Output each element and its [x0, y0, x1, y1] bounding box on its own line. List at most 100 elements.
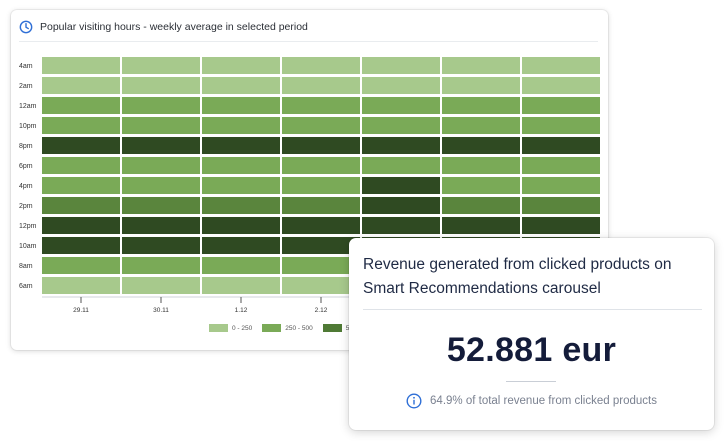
column-label: 2.12 — [315, 307, 328, 314]
column-label: 1.12 — [235, 307, 248, 314]
heatmap-cell[interactable] — [282, 237, 360, 254]
heatmap-cell[interactable] — [522, 197, 600, 214]
heatmap-cell[interactable] — [42, 257, 120, 274]
heatmap-cell[interactable] — [42, 117, 120, 134]
heatmap-cell[interactable] — [362, 117, 440, 134]
heatmap-cell[interactable] — [202, 277, 280, 294]
heatmap-cell[interactable] — [42, 177, 120, 194]
heatmap-cell[interactable] — [42, 157, 120, 174]
heatmap-cell[interactable] — [522, 57, 600, 74]
row-label: 12am — [19, 103, 37, 110]
heatmap-cell[interactable] — [362, 97, 440, 114]
heatmap-cell[interactable] — [522, 137, 600, 154]
info-icon[interactable] — [406, 393, 422, 409]
revenue-note: 64.9% of total revenue from clicked prod… — [349, 393, 714, 409]
heatmap-cell[interactable] — [362, 157, 440, 174]
divider — [506, 381, 556, 382]
divider — [363, 309, 702, 310]
revenue-note-text: 64.9% of total revenue from clicked prod… — [430, 395, 657, 407]
legend-swatch — [262, 324, 282, 332]
heatmap-cell[interactable] — [202, 77, 280, 94]
heatmap-cell[interactable] — [282, 137, 360, 154]
heatmap-cell[interactable] — [442, 77, 520, 94]
column-label: 29.11 — [73, 307, 89, 314]
heatmap-cell[interactable] — [122, 137, 200, 154]
legend-item: 250 - 500 — [262, 324, 313, 332]
row-label: 10pm — [19, 123, 37, 130]
heatmap-cell[interactable] — [42, 57, 120, 74]
heatmap-cell[interactable] — [442, 57, 520, 74]
column-label: 30.11 — [153, 307, 169, 314]
heatmap-cell[interactable] — [122, 57, 200, 74]
heatmap-cell[interactable] — [42, 137, 120, 154]
heatmap-cell[interactable] — [202, 257, 280, 274]
heatmap-cell[interactable] — [42, 237, 120, 254]
legend-label: 0 - 250 — [232, 324, 253, 332]
heatmap-cell[interactable] — [522, 97, 600, 114]
heatmap-cell[interactable] — [42, 97, 120, 114]
heatmap-cell[interactable] — [122, 257, 200, 274]
heatmap-cell[interactable] — [442, 177, 520, 194]
row-label: 6pm — [19, 163, 33, 170]
heatmap-cell[interactable] — [522, 77, 600, 94]
heatmap-cell[interactable] — [282, 217, 360, 234]
heatmap-cell[interactable] — [522, 217, 600, 234]
heatmap-cell[interactable] — [282, 157, 360, 174]
heatmap-cell[interactable] — [282, 257, 360, 274]
revenue-title: Revenue generated from clicked products … — [363, 256, 672, 297]
heatmap-cell[interactable] — [442, 137, 520, 154]
heatmap-cell[interactable] — [522, 157, 600, 174]
heatmap-cell[interactable] — [362, 77, 440, 94]
heatmap-cell[interactable] — [202, 97, 280, 114]
row-label: 12pm — [19, 223, 37, 230]
heatmap-header: Popular visiting hours - weekly average … — [19, 19, 598, 42]
legend-swatch — [322, 324, 342, 332]
heatmap-cell[interactable] — [362, 57, 440, 74]
heatmap-cell[interactable] — [522, 177, 600, 194]
heatmap-cell[interactable] — [122, 97, 200, 114]
heatmap-cell[interactable] — [282, 57, 360, 74]
heatmap-cell[interactable] — [42, 217, 120, 234]
heatmap-cell[interactable] — [202, 117, 280, 134]
heatmap-cell[interactable] — [442, 157, 520, 174]
heatmap-cell[interactable] — [42, 277, 120, 294]
heatmap-cell[interactable] — [522, 117, 600, 134]
heatmap-cell[interactable] — [442, 197, 520, 214]
heatmap-cell[interactable] — [442, 117, 520, 134]
heatmap-cell[interactable] — [202, 237, 280, 254]
heatmap-cell[interactable] — [282, 77, 360, 94]
heatmap-cell[interactable] — [202, 57, 280, 74]
legend-item: 0 - 250 — [209, 324, 252, 332]
heatmap-cell[interactable] — [202, 177, 280, 194]
heatmap-cell[interactable] — [122, 237, 200, 254]
heatmap-cell[interactable] — [122, 277, 200, 294]
heatmap-cell[interactable] — [202, 157, 280, 174]
heatmap-cell[interactable] — [362, 197, 440, 214]
heatmap-cell[interactable] — [122, 157, 200, 174]
heatmap-cell[interactable] — [282, 197, 360, 214]
heatmap-cell[interactable] — [282, 117, 360, 134]
revenue-card: Revenue generated from clicked products … — [349, 238, 714, 430]
heatmap-cell[interactable] — [442, 97, 520, 114]
heatmap-cell[interactable] — [282, 97, 360, 114]
heatmap-cell[interactable] — [122, 77, 200, 94]
heatmap-cell[interactable] — [282, 277, 360, 294]
heatmap-cell[interactable] — [202, 137, 280, 154]
revenue-value: 52.881 eur — [446, 331, 617, 369]
heatmap-cell[interactable] — [42, 77, 120, 94]
row-label: 4am — [19, 63, 33, 70]
heatmap-cell[interactable] — [122, 177, 200, 194]
heatmap-cell[interactable] — [362, 177, 440, 194]
heatmap-cell[interactable] — [202, 217, 280, 234]
heatmap-cell[interactable] — [122, 217, 200, 234]
heatmap-cell[interactable] — [362, 137, 440, 154]
heatmap-cell[interactable] — [122, 117, 200, 134]
heatmap-cell[interactable] — [442, 217, 520, 234]
heatmap-title: Popular visiting hours - weekly average … — [40, 21, 308, 33]
heatmap-cell[interactable] — [282, 177, 360, 194]
row-label: 8pm — [19, 143, 33, 150]
heatmap-cell[interactable] — [122, 197, 200, 214]
heatmap-cell[interactable] — [42, 197, 120, 214]
heatmap-cell[interactable] — [202, 197, 280, 214]
heatmap-cell[interactable] — [362, 217, 440, 234]
